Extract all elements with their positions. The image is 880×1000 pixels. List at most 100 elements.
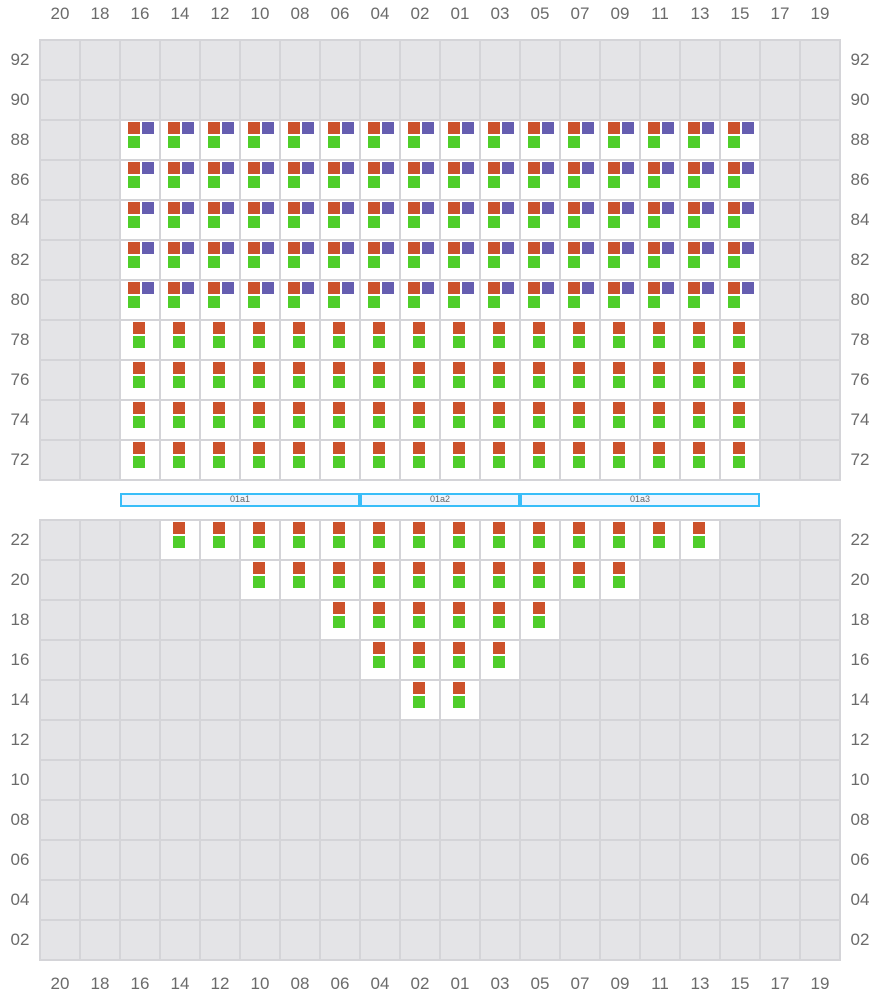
slot-cell-empty[interactable]: [521, 801, 559, 839]
slot-cell-empty[interactable]: [721, 81, 759, 119]
slot-cell-empty[interactable]: [441, 761, 479, 799]
slot-cell-empty[interactable]: [601, 41, 639, 79]
slot-cell-empty[interactable]: [81, 361, 119, 399]
slot-cell-empty[interactable]: [761, 601, 799, 639]
slot-cell-empty[interactable]: [241, 81, 279, 119]
slot-cell-empty[interactable]: [561, 881, 599, 919]
slot-cell-empty[interactable]: [641, 881, 679, 919]
slot-cell-empty[interactable]: [761, 921, 799, 959]
slot-cell-empty[interactable]: [121, 841, 159, 879]
slot-cell-empty[interactable]: [561, 761, 599, 799]
slot-cell-empty[interactable]: [761, 401, 799, 439]
slot-cell-empty[interactable]: [801, 321, 839, 359]
slot-cell-empty[interactable]: [761, 881, 799, 919]
slot-cell-empty[interactable]: [161, 561, 199, 599]
slot-cell-empty[interactable]: [81, 321, 119, 359]
slot-cell-empty[interactable]: [801, 681, 839, 719]
slot-cell-empty[interactable]: [641, 921, 679, 959]
slot-cell-empty[interactable]: [401, 881, 439, 919]
slot-cell-empty[interactable]: [801, 81, 839, 119]
slot-cell-empty[interactable]: [281, 641, 319, 679]
slot-cell-empty[interactable]: [801, 121, 839, 159]
slot-cell-empty[interactable]: [121, 601, 159, 639]
slot-cell-empty[interactable]: [161, 881, 199, 919]
slot-cell-empty[interactable]: [801, 241, 839, 279]
slot-cell-empty[interactable]: [241, 841, 279, 879]
slot-cell-empty[interactable]: [481, 41, 519, 79]
slot-cell-empty[interactable]: [121, 81, 159, 119]
slot-cell-empty[interactable]: [481, 81, 519, 119]
slot-cell-empty[interactable]: [81, 841, 119, 879]
slot-cell-empty[interactable]: [41, 841, 79, 879]
slot-cell-empty[interactable]: [721, 881, 759, 919]
slot-cell-empty[interactable]: [801, 841, 839, 879]
slot-cell-empty[interactable]: [241, 801, 279, 839]
slot-cell-empty[interactable]: [81, 81, 119, 119]
slot-cell-empty[interactable]: [281, 721, 319, 759]
slot-cell-empty[interactable]: [561, 681, 599, 719]
slot-cell-empty[interactable]: [561, 841, 599, 879]
slot-cell-empty[interactable]: [121, 561, 159, 599]
slot-cell-empty[interactable]: [721, 721, 759, 759]
slot-cell-empty[interactable]: [81, 561, 119, 599]
slot-cell-empty[interactable]: [121, 41, 159, 79]
slot-cell-empty[interactable]: [641, 721, 679, 759]
slot-cell-empty[interactable]: [761, 761, 799, 799]
slot-cell-empty[interactable]: [601, 761, 639, 799]
slot-cell-empty[interactable]: [641, 841, 679, 879]
slot-cell-empty[interactable]: [401, 841, 439, 879]
slot-cell-empty[interactable]: [81, 521, 119, 559]
slot-cell-empty[interactable]: [761, 121, 799, 159]
slot-cell-empty[interactable]: [281, 41, 319, 79]
slot-cell-empty[interactable]: [761, 41, 799, 79]
slot-cell-empty[interactable]: [801, 801, 839, 839]
slot-cell-empty[interactable]: [521, 761, 559, 799]
slot-cell-empty[interactable]: [281, 801, 319, 839]
slot-cell-empty[interactable]: [241, 641, 279, 679]
slot-cell-empty[interactable]: [761, 721, 799, 759]
slot-cell-empty[interactable]: [321, 921, 359, 959]
slot-cell-empty[interactable]: [521, 881, 559, 919]
slot-cell-empty[interactable]: [681, 881, 719, 919]
slot-cell-empty[interactable]: [41, 321, 79, 359]
slot-cell-empty[interactable]: [281, 601, 319, 639]
slot-cell-empty[interactable]: [521, 81, 559, 119]
slot-cell-empty[interactable]: [41, 681, 79, 719]
slot-cell-empty[interactable]: [561, 721, 599, 759]
slot-cell-empty[interactable]: [441, 881, 479, 919]
slot-cell-empty[interactable]: [721, 601, 759, 639]
slot-cell-empty[interactable]: [121, 721, 159, 759]
slot-cell-empty[interactable]: [121, 881, 159, 919]
slot-cell-empty[interactable]: [161, 721, 199, 759]
slot-cell-empty[interactable]: [41, 241, 79, 279]
slot-cell-empty[interactable]: [441, 721, 479, 759]
slot-cell-empty[interactable]: [761, 361, 799, 399]
slot-cell-empty[interactable]: [81, 41, 119, 79]
slot-cell-empty[interactable]: [201, 761, 239, 799]
slot-cell-empty[interactable]: [761, 561, 799, 599]
slot-cell-empty[interactable]: [441, 81, 479, 119]
slot-cell-empty[interactable]: [801, 761, 839, 799]
slot-cell-empty[interactable]: [81, 201, 119, 239]
slot-cell-empty[interactable]: [321, 841, 359, 879]
slot-cell-empty[interactable]: [361, 921, 399, 959]
slot-cell-empty[interactable]: [481, 761, 519, 799]
slot-cell-empty[interactable]: [441, 801, 479, 839]
slot-cell-empty[interactable]: [241, 41, 279, 79]
slot-cell-empty[interactable]: [81, 881, 119, 919]
slot-cell-empty[interactable]: [761, 641, 799, 679]
slot-cell-empty[interactable]: [121, 681, 159, 719]
slot-cell-empty[interactable]: [761, 841, 799, 879]
slot-cell-empty[interactable]: [401, 921, 439, 959]
slot-cell-empty[interactable]: [281, 681, 319, 719]
slot-cell-empty[interactable]: [41, 121, 79, 159]
slot-cell-empty[interactable]: [81, 241, 119, 279]
slot-cell-empty[interactable]: [321, 801, 359, 839]
slot-cell-empty[interactable]: [361, 81, 399, 119]
slot-cell-empty[interactable]: [681, 681, 719, 719]
slot-cell-empty[interactable]: [201, 801, 239, 839]
slot-cell-empty[interactable]: [681, 801, 719, 839]
slot-cell-empty[interactable]: [161, 641, 199, 679]
slot-cell-empty[interactable]: [761, 521, 799, 559]
slot-cell-empty[interactable]: [721, 521, 759, 559]
